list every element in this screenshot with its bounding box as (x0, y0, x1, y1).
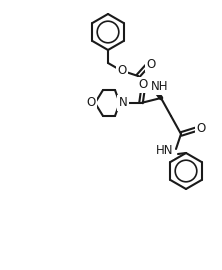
Text: O: O (146, 58, 156, 70)
Text: O: O (138, 79, 148, 92)
Text: O: O (117, 65, 127, 77)
Text: HN: HN (155, 144, 173, 157)
Text: O: O (86, 96, 96, 110)
Text: O: O (196, 122, 206, 134)
Text: N: N (119, 96, 127, 110)
Text: NH: NH (151, 80, 168, 93)
